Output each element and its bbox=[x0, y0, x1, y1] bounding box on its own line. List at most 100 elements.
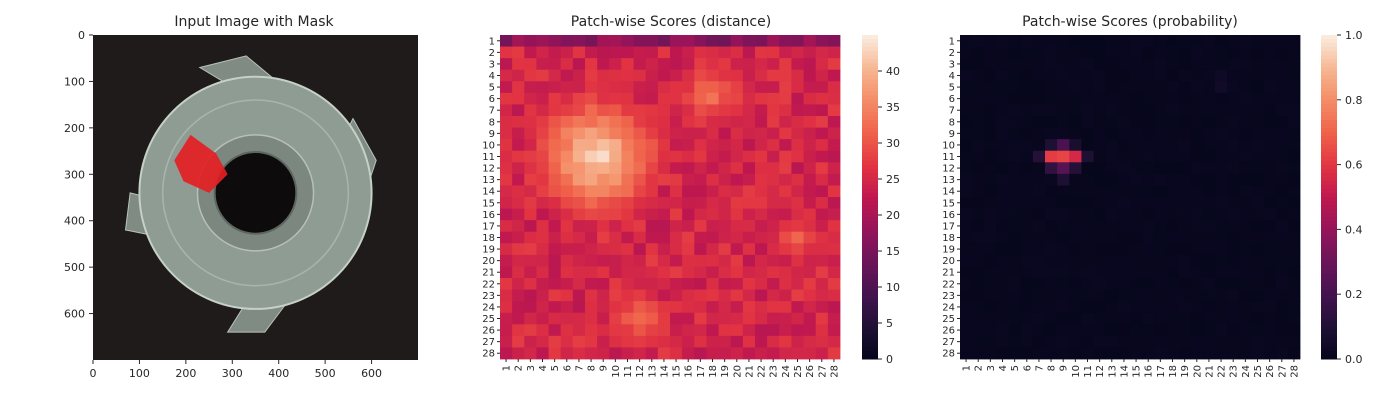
heatmap-cell bbox=[524, 278, 537, 290]
heatmap-cell bbox=[791, 127, 804, 140]
x-tick-label: 20 bbox=[732, 365, 743, 378]
y-tick-label: 25 bbox=[482, 314, 495, 325]
heatmap-cell bbox=[621, 301, 634, 314]
heatmap-cell bbox=[827, 324, 841, 337]
heatmap-cell bbox=[1215, 81, 1228, 94]
heatmap-cell bbox=[1020, 127, 1034, 140]
heatmap-cell bbox=[657, 35, 671, 47]
heatmap-cell bbox=[1263, 324, 1277, 337]
heatmap-cell bbox=[742, 81, 756, 94]
heatmap-cell bbox=[1020, 197, 1034, 209]
x-tick-label: 23 bbox=[1229, 365, 1240, 378]
heatmap-cell bbox=[572, 335, 586, 348]
heatmap-cell bbox=[694, 162, 707, 175]
heatmap-cell bbox=[585, 162, 598, 175]
heatmap-cell bbox=[609, 324, 622, 337]
heatmap-cell bbox=[1202, 254, 1216, 267]
y-tick-label: 13 bbox=[942, 175, 955, 186]
y-tick-label: 3 bbox=[949, 59, 955, 70]
colorbar-segment bbox=[862, 120, 878, 125]
heatmap-cell bbox=[803, 254, 817, 267]
heatmap-cell bbox=[1215, 127, 1228, 140]
heatmap-cell bbox=[996, 266, 1009, 279]
heatmap-cell bbox=[984, 243, 997, 256]
heatmap-cell bbox=[742, 208, 756, 221]
heatmap-cell bbox=[767, 185, 780, 198]
heatmap-cell bbox=[1069, 254, 1082, 267]
heatmap-cell bbox=[706, 69, 719, 82]
heatmap-cell bbox=[1057, 324, 1070, 337]
heatmap-cell bbox=[815, 92, 829, 105]
heatmap-cell bbox=[984, 58, 997, 71]
heatmap-cell bbox=[1227, 220, 1240, 233]
heatmap-cell bbox=[791, 301, 804, 314]
heatmap-cell bbox=[1117, 197, 1131, 209]
heatmap-cell bbox=[1008, 173, 1022, 186]
heatmap-cell bbox=[670, 81, 683, 94]
heatmap-cell bbox=[1057, 278, 1070, 290]
heatmap-cell bbox=[827, 81, 841, 94]
heatmap-cell bbox=[791, 197, 804, 209]
colorbar-segment bbox=[1321, 83, 1337, 89]
heatmap-cell bbox=[560, 69, 574, 82]
heatmap-cell bbox=[633, 127, 647, 140]
colorbar-segment bbox=[862, 192, 878, 198]
heatmap-cell bbox=[657, 243, 671, 256]
heatmap-cell bbox=[572, 173, 586, 186]
heatmap-cell bbox=[585, 58, 598, 71]
heatmap-cell bbox=[972, 173, 985, 186]
heatmap-cell bbox=[512, 243, 525, 256]
heatmap-cell bbox=[1287, 254, 1301, 267]
heatmap-cell bbox=[815, 231, 829, 244]
heatmap-cell bbox=[1069, 104, 1082, 117]
heatmap-cell bbox=[560, 58, 574, 71]
heatmap-cell bbox=[1154, 197, 1167, 209]
heatmap-cell bbox=[1117, 58, 1131, 71]
heatmap-cell bbox=[536, 58, 549, 71]
heatmap-cell bbox=[718, 347, 732, 360]
heatmap-cell bbox=[1020, 301, 1034, 314]
heatmap-cell bbox=[670, 278, 683, 290]
heatmap-cell bbox=[767, 116, 780, 128]
heatmap-cell bbox=[755, 162, 768, 175]
heatmap-cell bbox=[827, 46, 841, 59]
heatmap-cell bbox=[1093, 92, 1107, 105]
heatmap-cell bbox=[1020, 139, 1034, 152]
heatmap-cell bbox=[1069, 301, 1082, 314]
heatmap-cell bbox=[682, 301, 695, 314]
heatmap-cell bbox=[1202, 81, 1216, 94]
heatmap-cell bbox=[755, 254, 768, 267]
heatmap-cell bbox=[1239, 116, 1252, 128]
colorbar-segment bbox=[1321, 265, 1337, 271]
heatmap-cell bbox=[670, 243, 683, 256]
y-tick-label: 25 bbox=[942, 314, 955, 325]
heatmap-cell bbox=[500, 81, 513, 94]
colorbar-segment bbox=[862, 318, 878, 324]
heatmap-cell bbox=[1032, 35, 1046, 47]
heatmap-cell bbox=[621, 231, 634, 244]
heatmap-cell bbox=[791, 243, 804, 256]
heatmap-cell bbox=[536, 289, 549, 302]
heatmap-cell bbox=[621, 35, 634, 47]
heatmap-cell bbox=[609, 254, 622, 267]
heatmap-cell bbox=[755, 81, 768, 94]
heatmap-cell bbox=[560, 266, 574, 279]
colorbar-segment bbox=[862, 95, 878, 101]
colorbar-segment bbox=[862, 51, 878, 56]
heatmap-cell bbox=[1045, 231, 1058, 244]
x-tick-label: 3 bbox=[986, 365, 997, 371]
heatmap-cell bbox=[609, 278, 622, 290]
heatmap-cell bbox=[706, 347, 719, 360]
colorbar-segment bbox=[862, 209, 878, 214]
heatmap-cell bbox=[572, 197, 586, 209]
heatmap-cell bbox=[1275, 116, 1289, 128]
heatmap-cell bbox=[1117, 92, 1131, 105]
heatmap-cell bbox=[742, 104, 756, 117]
heatmap-cell bbox=[803, 185, 817, 198]
heatmap-cell bbox=[597, 208, 610, 221]
heatmap-cell bbox=[742, 127, 756, 140]
colorbar-tick-label: 0.0 bbox=[1345, 353, 1363, 366]
heatmap-cell bbox=[767, 139, 780, 152]
heatmap-cell bbox=[779, 46, 792, 59]
heatmap-cell bbox=[1142, 243, 1155, 256]
